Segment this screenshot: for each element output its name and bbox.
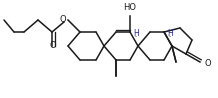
Text: ··: ·· xyxy=(169,34,172,39)
Text: H: H xyxy=(133,29,139,38)
Text: O: O xyxy=(59,15,66,24)
Text: H: H xyxy=(167,29,173,38)
Text: O: O xyxy=(50,41,56,50)
Text: ··: ·· xyxy=(135,34,138,39)
Text: HO: HO xyxy=(124,3,136,12)
Text: O: O xyxy=(204,59,211,69)
